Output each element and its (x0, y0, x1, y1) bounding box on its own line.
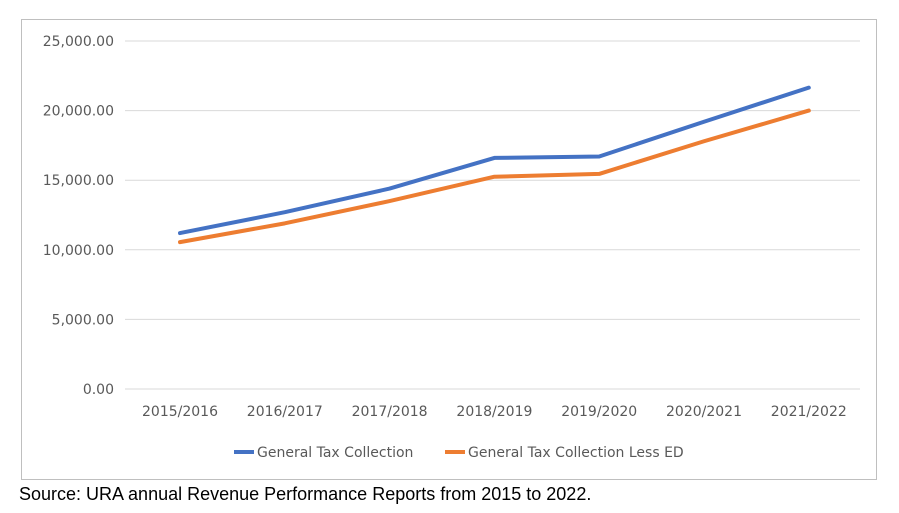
chart-frame: 0.00 5,000.00 10,000.00 15,000.00 20,000.00 2… (21, 19, 877, 480)
legend-label: General Tax Collection Less ED (468, 445, 684, 461)
y-tick-label: 0.00 (83, 382, 114, 398)
x-tick-label: 2019/2020 (561, 404, 637, 420)
x-axis-ticks: 2015/2016 2016/2017 2017/2018 2018/2019 2019… (142, 404, 847, 420)
gridlines (125, 40, 860, 390)
y-tick-label: 10,000.00 (43, 243, 114, 259)
series-line-2 (178, 108, 811, 245)
legend: General Tax Collection General Tax Collec… (234, 445, 684, 461)
x-tick-label: 2021/2022 (771, 404, 847, 420)
y-axis-ticks: 0.00 5,000.00 10,000.00 15,000.00 20,000.00 2… (43, 34, 114, 398)
y-tick-label: 20,000.00 (43, 104, 114, 120)
y-tick-label: 5,000.00 (52, 312, 114, 328)
x-tick-label: 2017/2018 (352, 404, 428, 420)
x-tick-label: 2020/2021 (666, 404, 742, 420)
series-line-1 (178, 85, 811, 236)
x-tick-label: 2015/2016 (142, 404, 218, 420)
x-tick-label: 2018/2019 (456, 404, 532, 420)
y-tick-label: 25,000.00 (43, 34, 114, 50)
legend-label: General Tax Collection (257, 445, 413, 461)
x-tick-label: 2016/2017 (247, 404, 323, 420)
source-note: Source: URA annual Revenue Performance R… (19, 484, 592, 504)
y-tick-label: 15,000.00 (43, 173, 114, 189)
line-chart: 0.00 5,000.00 10,000.00 15,000.00 20,000.00 2… (43, 34, 860, 461)
series-lines (178, 85, 811, 245)
